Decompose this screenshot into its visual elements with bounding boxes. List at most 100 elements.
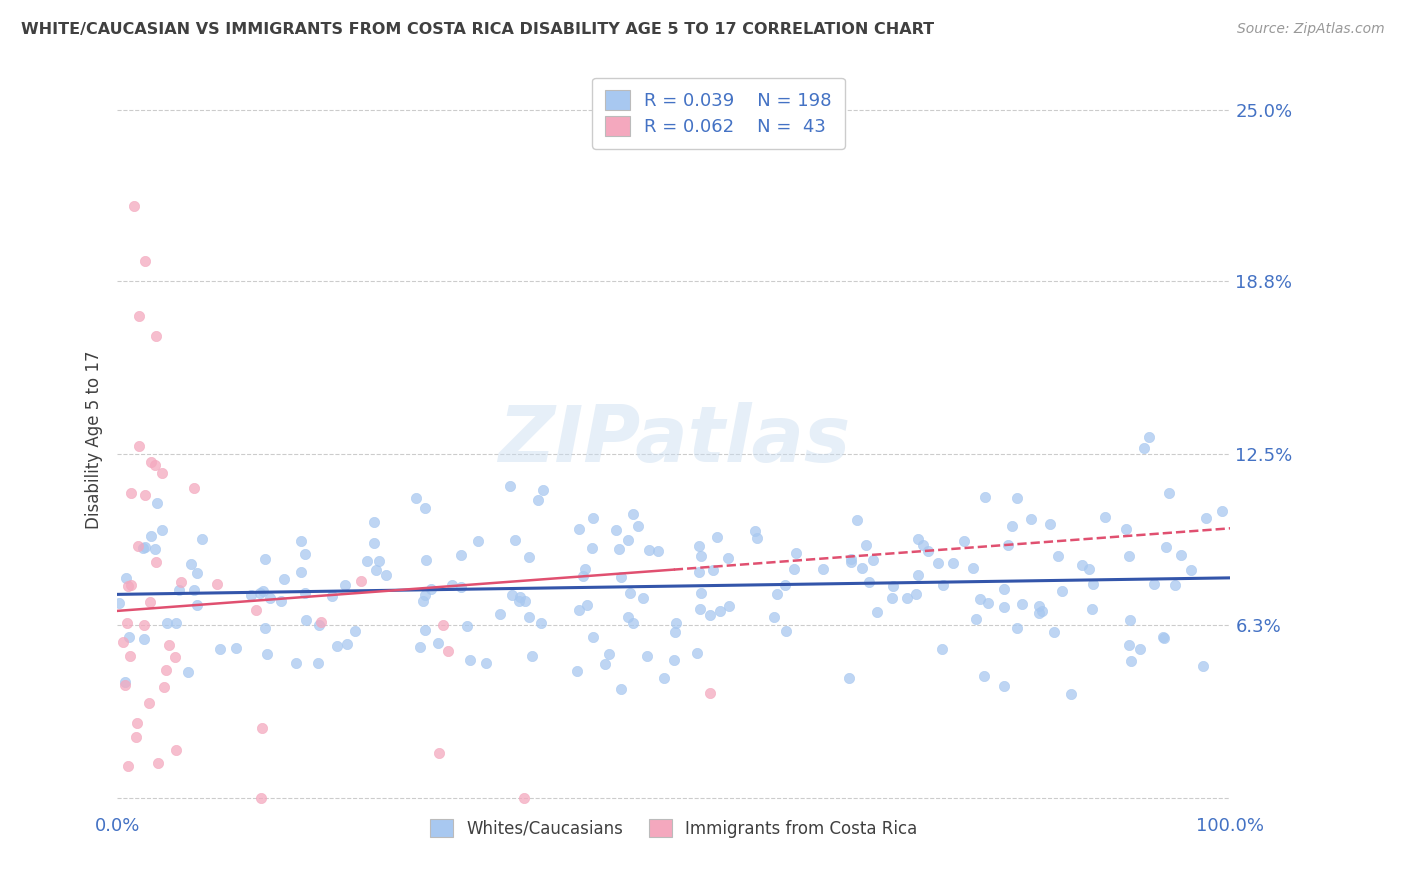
Point — [616, 610, 638, 624]
Point — [309, 615, 332, 629]
Point — [609, 541, 631, 556]
Point — [519, 549, 541, 564]
Point — [1118, 638, 1140, 652]
Point — [107, 596, 129, 610]
Point — [773, 578, 796, 592]
Point — [240, 588, 263, 602]
Point — [294, 547, 316, 561]
Point — [134, 618, 156, 632]
Point — [652, 671, 675, 685]
Point — [1153, 631, 1175, 645]
Point — [927, 556, 949, 570]
Point — [662, 653, 685, 667]
Point — [1081, 602, 1104, 616]
Point — [621, 616, 644, 631]
Point — [1118, 549, 1140, 563]
Point — [574, 562, 596, 576]
Point — [488, 607, 510, 622]
Point — [917, 544, 939, 558]
Point — [688, 539, 710, 553]
Point — [125, 715, 148, 730]
Point — [699, 685, 721, 699]
Point — [907, 568, 929, 582]
Point — [744, 524, 766, 539]
Point — [953, 534, 976, 549]
Point — [706, 530, 728, 544]
Point — [763, 610, 786, 624]
Point — [114, 678, 136, 692]
Point — [122, 199, 145, 213]
Point — [134, 254, 156, 268]
Point — [412, 594, 434, 608]
Point — [637, 543, 659, 558]
Point — [636, 648, 658, 663]
Legend: Whites/Caucasians, Immigrants from Costa Rica: Whites/Caucasians, Immigrants from Costa… — [423, 813, 924, 845]
Point — [907, 532, 929, 546]
Point — [1137, 430, 1160, 444]
Point — [1119, 613, 1142, 627]
Point — [1164, 578, 1187, 592]
Point — [839, 555, 862, 569]
Point — [785, 546, 807, 560]
Point — [456, 619, 478, 633]
Point — [576, 599, 599, 613]
Point — [598, 647, 620, 661]
Point — [363, 515, 385, 529]
Point — [866, 605, 889, 619]
Text: WHITE/CAUCASIAN VS IMMIGRANTS FROM COSTA RICA DISABILITY AGE 5 TO 17 CORRELATION: WHITE/CAUCASIAN VS IMMIGRANTS FROM COSTA… — [21, 22, 934, 37]
Point — [846, 513, 869, 527]
Point — [139, 455, 162, 469]
Point — [437, 644, 460, 658]
Point — [128, 439, 150, 453]
Point — [1115, 522, 1137, 536]
Point — [225, 641, 247, 656]
Point — [205, 577, 228, 591]
Point — [432, 617, 454, 632]
Point — [718, 599, 741, 614]
Point — [709, 604, 731, 618]
Point — [1070, 558, 1092, 572]
Point — [1180, 563, 1202, 577]
Point — [356, 554, 378, 568]
Point — [977, 596, 1000, 610]
Point — [568, 602, 591, 616]
Point — [153, 680, 176, 694]
Point — [1119, 654, 1142, 668]
Point — [904, 587, 927, 601]
Point — [326, 639, 349, 653]
Point — [270, 594, 292, 608]
Point — [665, 615, 688, 630]
Point — [134, 540, 156, 554]
Point — [527, 492, 550, 507]
Point — [143, 458, 166, 472]
Point — [413, 588, 436, 602]
Point — [896, 591, 918, 606]
Point — [408, 640, 430, 655]
Point — [593, 657, 616, 672]
Point — [165, 615, 187, 630]
Point — [993, 679, 1015, 693]
Point — [180, 558, 202, 572]
Point — [619, 586, 641, 600]
Point — [145, 328, 167, 343]
Point — [132, 541, 155, 555]
Point — [530, 615, 553, 630]
Point — [366, 563, 388, 577]
Point — [127, 539, 149, 553]
Point — [186, 566, 208, 580]
Point — [139, 595, 162, 609]
Point — [1060, 688, 1083, 702]
Point — [688, 565, 710, 579]
Point — [582, 630, 605, 644]
Point — [617, 533, 640, 548]
Point — [343, 624, 366, 639]
Point — [1028, 599, 1050, 613]
Point — [686, 646, 709, 660]
Point — [690, 586, 713, 600]
Point — [855, 538, 877, 552]
Point — [942, 556, 965, 570]
Point — [783, 562, 806, 576]
Point — [157, 638, 180, 652]
Point — [581, 511, 603, 525]
Point — [450, 549, 472, 563]
